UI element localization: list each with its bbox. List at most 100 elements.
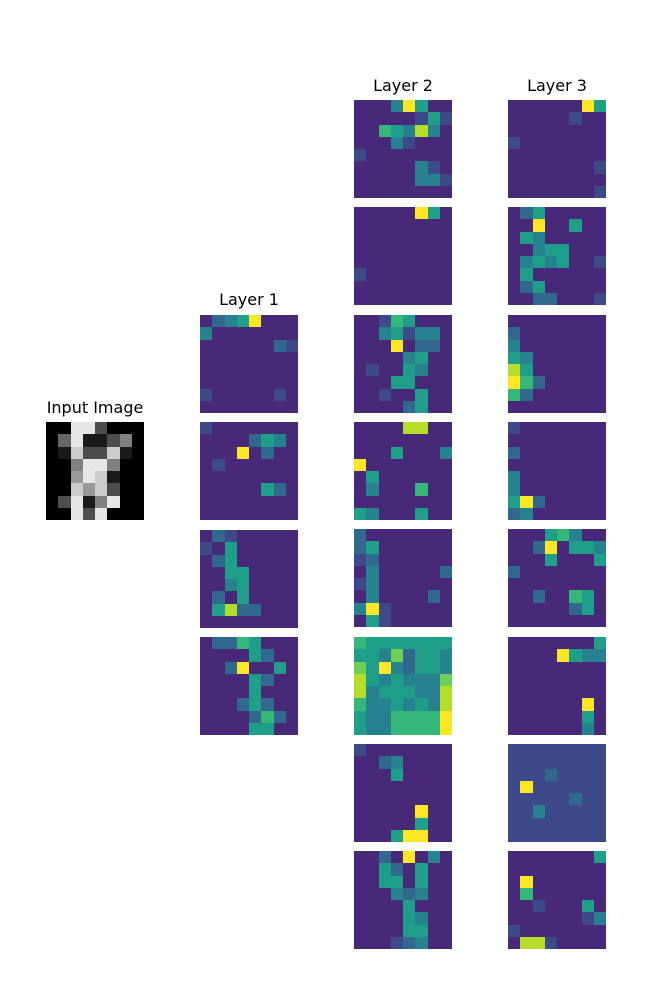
heatmap-cell xyxy=(212,351,225,364)
heatmap-cell xyxy=(224,483,237,496)
heatmap-cell xyxy=(378,817,391,830)
heatmap-cell xyxy=(354,614,367,627)
layer-2-map-8 xyxy=(354,851,452,949)
heatmap-cell xyxy=(532,268,545,281)
heatmap-cell xyxy=(532,376,545,389)
heatmap-cell xyxy=(273,554,286,567)
heatmap-cell xyxy=(366,529,379,542)
heatmap-cell xyxy=(354,376,367,389)
heatmap-cell xyxy=(403,471,416,484)
heatmap-cell xyxy=(557,541,570,554)
heatmap-cell xyxy=(415,446,428,459)
heatmap-cell xyxy=(58,507,71,520)
heatmap-cell xyxy=(224,376,237,389)
heatmap-cell xyxy=(212,327,225,340)
heatmap-cell xyxy=(581,351,594,364)
heatmap-cell xyxy=(273,315,286,328)
heatmap-cell xyxy=(557,722,570,735)
heatmap-cell xyxy=(532,863,545,876)
heatmap-cell xyxy=(569,458,582,471)
heatmap-cell xyxy=(285,351,298,364)
layer-2-map-4 xyxy=(354,422,452,520)
heatmap-cell xyxy=(439,756,452,769)
heatmap-cell xyxy=(224,446,237,459)
heatmap-cell xyxy=(557,698,570,711)
heatmap-cell xyxy=(439,471,452,484)
heatmap-cell xyxy=(508,495,521,508)
heatmap-cell xyxy=(366,936,379,949)
heatmap-cell xyxy=(532,446,545,459)
heatmap-cell xyxy=(403,124,416,137)
heatmap-cell xyxy=(273,446,286,459)
heatmap-cell xyxy=(508,280,521,293)
heatmap-cell xyxy=(508,602,521,615)
heatmap-cell xyxy=(378,649,391,662)
heatmap-cell xyxy=(557,327,570,340)
heatmap-cell xyxy=(415,231,428,244)
heatmap-cell xyxy=(581,173,594,186)
heatmap-cell xyxy=(236,471,249,484)
heatmap-cell xyxy=(508,614,521,627)
heatmap-cell xyxy=(378,614,391,627)
heatmap-cell xyxy=(273,364,286,377)
heatmap-cell xyxy=(285,591,298,604)
heatmap-cell xyxy=(390,637,403,650)
heatmap-cell xyxy=(427,483,440,496)
heatmap-cell xyxy=(581,243,594,256)
heatmap-cell xyxy=(390,649,403,662)
heatmap-cell xyxy=(249,673,262,686)
heatmap-cell xyxy=(46,458,59,471)
heatmap-cell xyxy=(378,805,391,818)
heatmap-cell xyxy=(403,780,416,793)
heatmap-cell xyxy=(366,780,379,793)
heatmap-cell xyxy=(390,744,403,757)
heatmap-cell xyxy=(569,149,582,162)
heatmap-cell xyxy=(354,315,367,328)
heatmap-cell xyxy=(415,161,428,174)
heatmap-cell xyxy=(427,863,440,876)
heatmap-cell xyxy=(285,422,298,435)
heatmap-cell xyxy=(390,863,403,876)
heatmap-cell xyxy=(532,541,545,554)
layer-3-map-5 xyxy=(508,529,606,627)
heatmap-cell xyxy=(520,400,533,413)
heatmap-cell xyxy=(285,710,298,723)
heatmap-cell xyxy=(569,185,582,198)
heatmap-cell xyxy=(508,829,521,842)
heatmap-cell xyxy=(508,219,521,232)
heatmap-cell xyxy=(427,495,440,508)
heatmap-cell xyxy=(261,661,274,674)
heatmap-cell xyxy=(200,615,213,628)
heatmap-cell xyxy=(378,173,391,186)
heatmap-cell xyxy=(236,649,249,662)
heatmap-cell xyxy=(249,388,262,401)
heatmap-cell xyxy=(520,863,533,876)
heatmap-cell xyxy=(273,591,286,604)
heatmap-cell xyxy=(557,446,570,459)
heatmap-cell xyxy=(581,529,594,542)
layer-1-map-3 xyxy=(200,530,298,628)
heatmap-cell xyxy=(390,292,403,305)
heatmap-cell xyxy=(544,351,557,364)
heatmap-cell xyxy=(236,637,249,650)
heatmap-cell xyxy=(390,124,403,137)
heatmap-cell xyxy=(261,591,274,604)
heatmap-cell xyxy=(593,817,606,830)
heatmap-cell xyxy=(569,400,582,413)
heatmap-cell xyxy=(354,744,367,757)
heatmap-cell xyxy=(557,553,570,566)
heatmap-cell xyxy=(107,458,120,471)
heatmap-cell xyxy=(273,507,286,520)
heatmap-cell xyxy=(557,602,570,615)
heatmap-cell xyxy=(249,483,262,496)
heatmap-cell xyxy=(415,936,428,949)
heatmap-cell xyxy=(131,434,144,447)
heatmap-cell xyxy=(390,780,403,793)
heatmap-cell xyxy=(366,875,379,888)
heatmap-cell xyxy=(70,495,83,508)
heatmap-cell xyxy=(569,863,582,876)
heatmap-cell xyxy=(520,507,533,520)
heatmap-cell xyxy=(249,615,262,628)
heatmap-cell xyxy=(439,590,452,603)
heatmap-cell xyxy=(415,219,428,232)
